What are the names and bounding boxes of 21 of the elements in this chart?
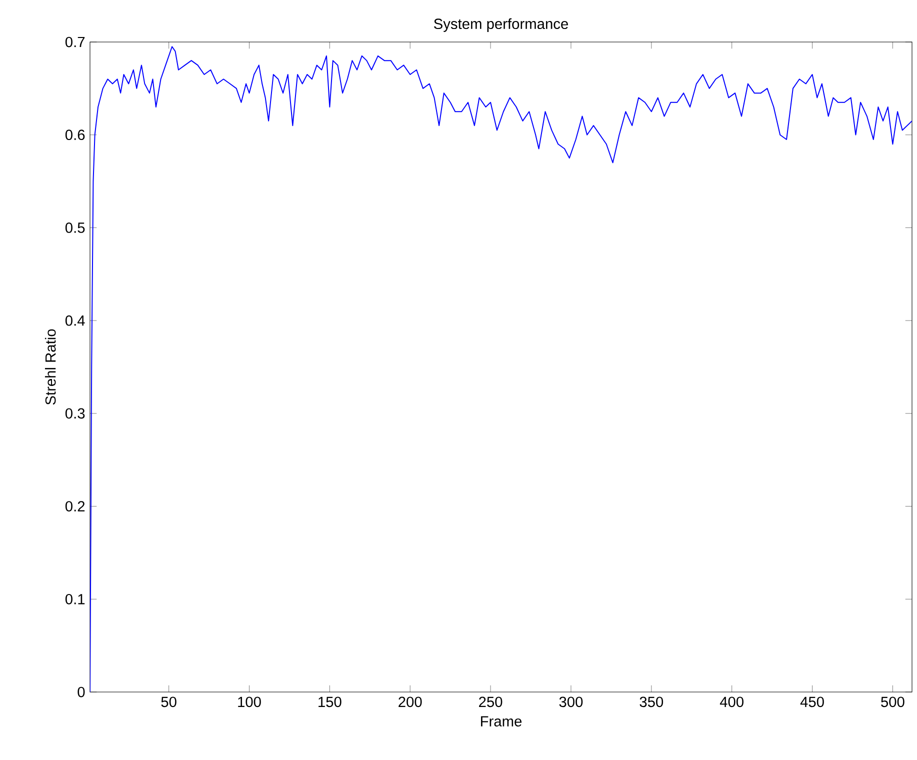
chart-title: System performance <box>434 18 568 32</box>
x-tick-label: 150 <box>318 696 342 708</box>
x-tick-label: 300 <box>559 696 583 708</box>
x-tick-label: 50 <box>161 696 176 708</box>
y-tick-label: 0.6 <box>65 130 85 140</box>
x-axis-title: Frame <box>481 716 522 726</box>
x-tick-label: 200 <box>398 696 422 708</box>
y-tick-label: 0.7 <box>65 36 85 48</box>
x-tick-label: 100 <box>238 696 261 708</box>
y-axis-title: Strehl Ratio <box>44 329 56 405</box>
x-tick-label: 500 <box>881 696 904 708</box>
y-tick-label: 0.5 <box>65 222 85 233</box>
x-tick-label: 350 <box>640 696 664 708</box>
x-tick-label: 250 <box>479 696 502 708</box>
x-tick-label: 450 <box>800 696 824 708</box>
y-tick-label: 0.1 <box>65 594 85 604</box>
y-tick-label: 0.2 <box>65 501 85 512</box>
y-tick-label: 0.3 <box>65 408 85 419</box>
y-tick-label: 0 <box>78 686 85 698</box>
y-tick-label: 0.4 <box>65 315 85 326</box>
x-tick-label: 400 <box>720 696 744 708</box>
